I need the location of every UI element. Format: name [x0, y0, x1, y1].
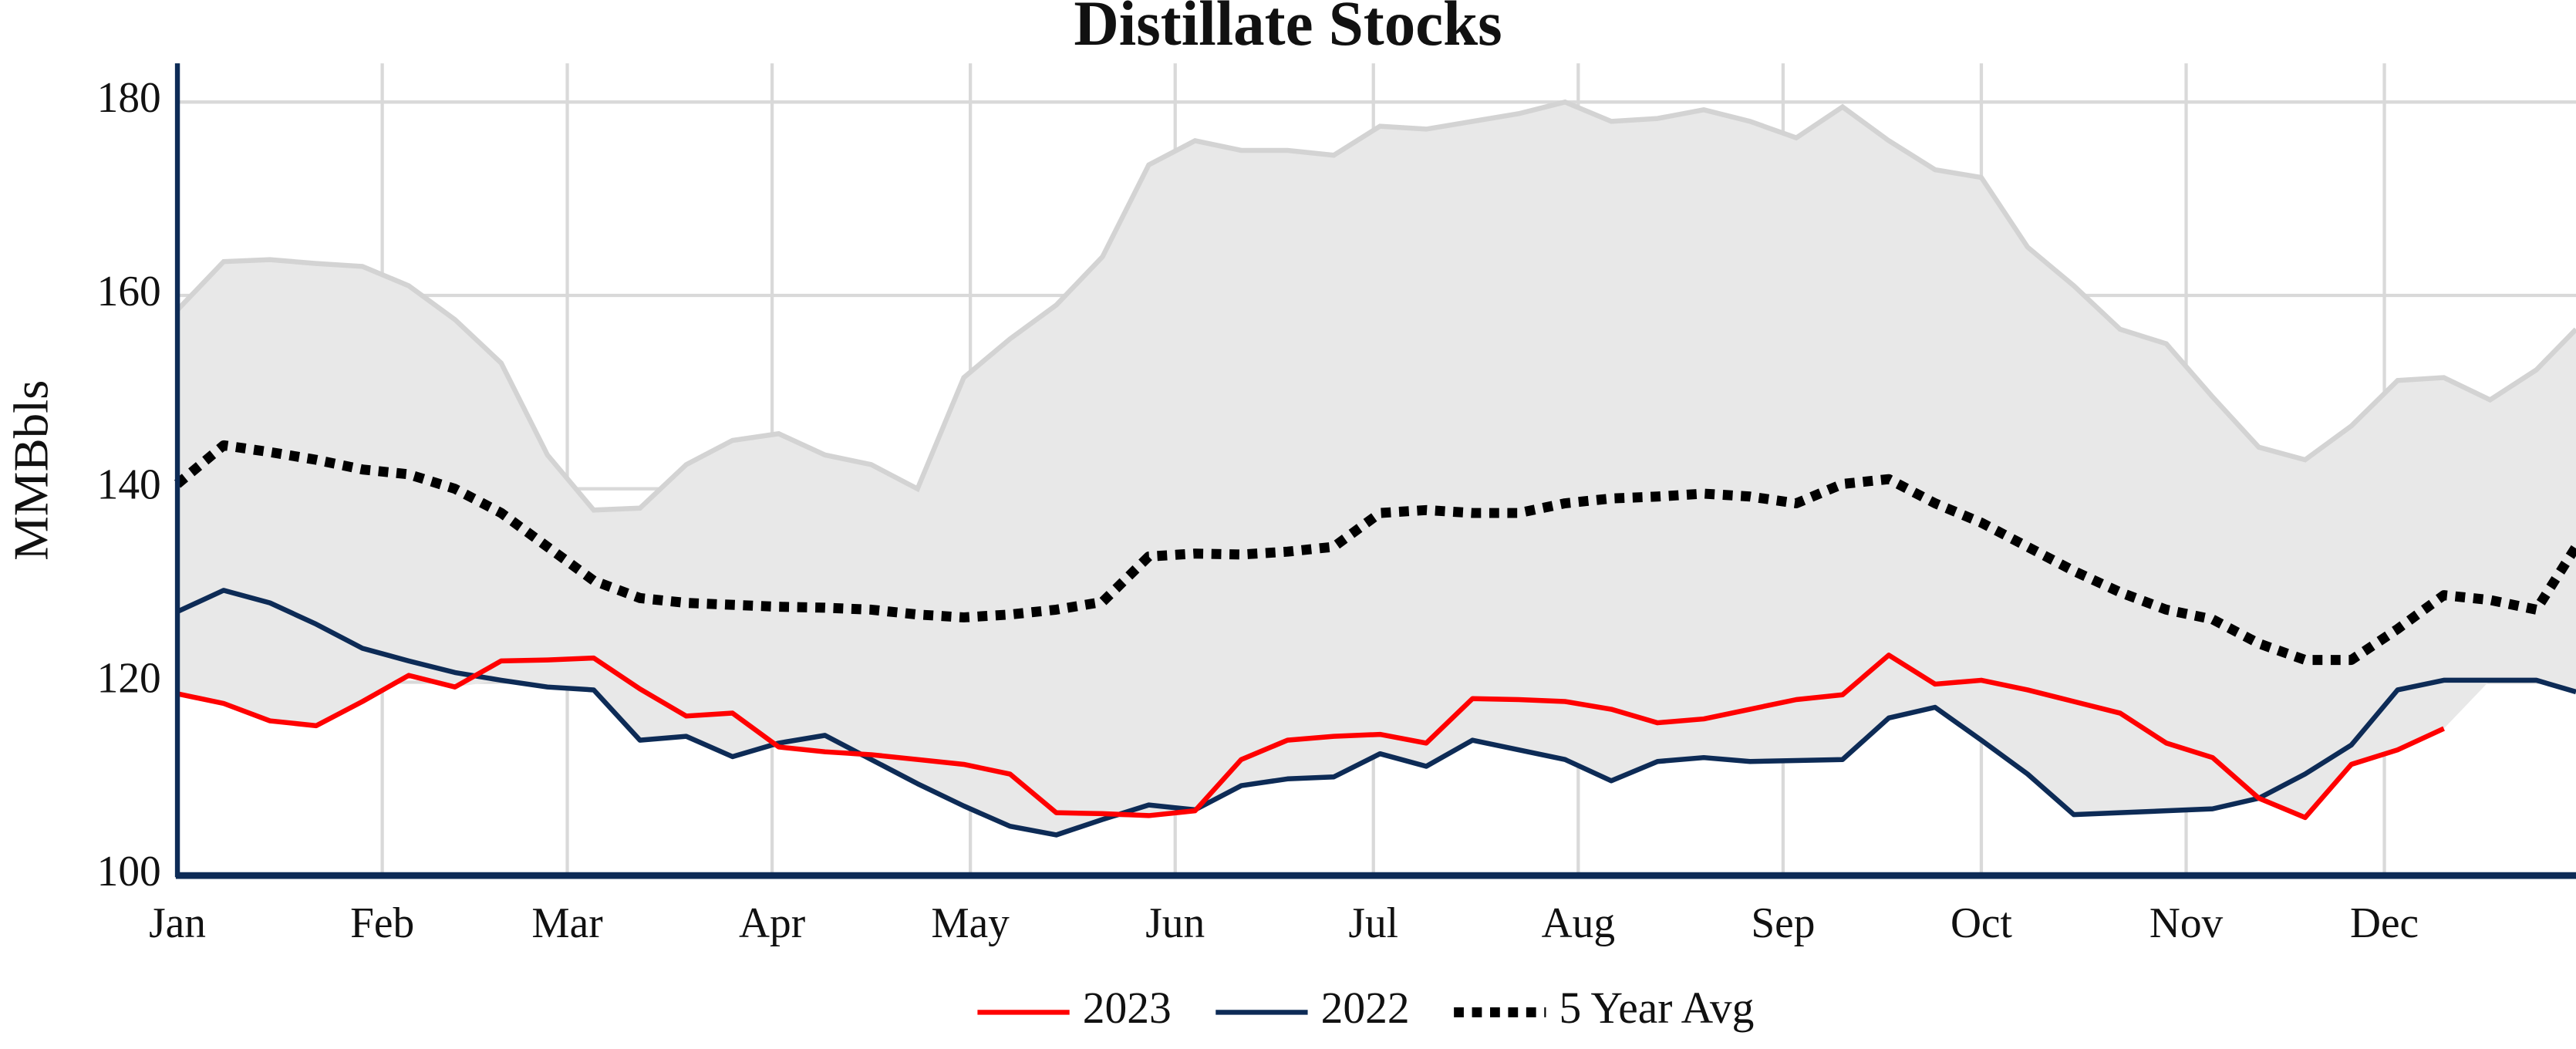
y-tick-label: 180 — [97, 74, 161, 122]
y-tick-label: 100 — [97, 848, 161, 896]
series-line — [177, 653, 2445, 821]
chart-title: Distillate Stocks — [1074, 0, 1502, 59]
x-tick-label: Nov — [2149, 899, 2223, 947]
range-band — [177, 102, 2576, 835]
x-tick-label: Mar — [531, 899, 603, 947]
y-tick-label: 120 — [97, 654, 161, 702]
y-tick-label: 160 — [97, 268, 161, 315]
legend-label: 2023 — [1083, 982, 1172, 1032]
series-line — [174, 440, 2576, 666]
x-tick-label: Sep — [1751, 899, 1815, 947]
series-line — [176, 588, 2576, 838]
y-axis-label: MMBbls — [4, 380, 58, 561]
legend-label: 5 Year Avg — [1559, 982, 1754, 1032]
x-tick-label: Jun — [1145, 899, 1205, 947]
legend-label: 2022 — [1321, 982, 1410, 1032]
x-tick-label: Apr — [739, 899, 806, 947]
x-tick-label: Oct — [1951, 899, 2012, 947]
x-tick-label: Jul — [1348, 899, 1398, 947]
x-tick-label: Feb — [350, 899, 414, 947]
x-tick-label: Aug — [1542, 899, 1615, 947]
range-high-line — [175, 99, 2576, 513]
x-tick-label: May — [931, 899, 1010, 947]
x-tick-label: Jan — [149, 899, 206, 947]
y-tick-label: 140 — [97, 460, 161, 508]
x-tick-label: Dec — [2350, 899, 2419, 947]
